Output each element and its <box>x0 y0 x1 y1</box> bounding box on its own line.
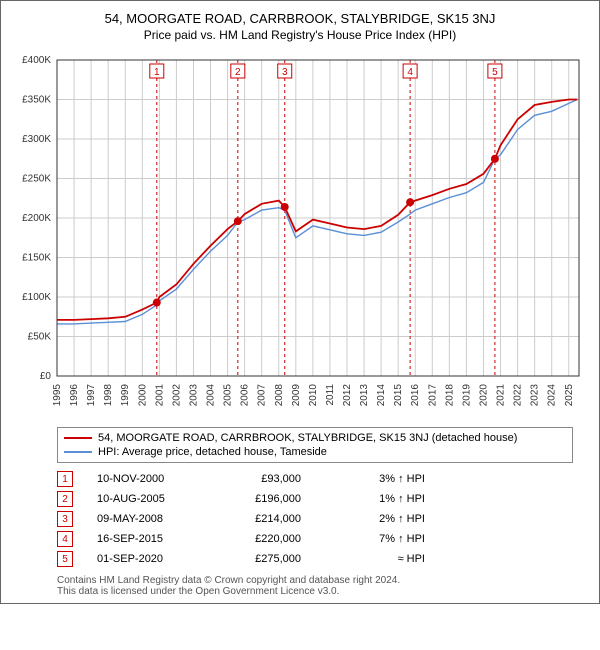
svg-text:£350K: £350K <box>22 95 51 106</box>
event-price: £196,000 <box>221 493 301 505</box>
event-diff: 1% ↑ HPI <box>325 493 425 505</box>
svg-text:1997: 1997 <box>86 384 97 407</box>
svg-text:2: 2 <box>235 67 241 78</box>
svg-text:2001: 2001 <box>154 384 165 407</box>
svg-text:2004: 2004 <box>206 384 217 407</box>
line-chart-svg: £0 £50K £100K £150K £200K £250K £300K £350K £400… <box>7 52 593 412</box>
event-row: 4 16-SEP-2015 £220,000 7% ↑ HPI <box>57 529 573 549</box>
event-price: £93,000 <box>221 473 301 485</box>
svg-text:£50K: £50K <box>28 332 52 343</box>
chart-title: 54, MOORGATE ROAD, CARRBROOK, STALYBRIDG… <box>7 11 593 26</box>
svg-text:2009: 2009 <box>291 384 302 407</box>
svg-text:2010: 2010 <box>308 384 319 407</box>
svg-text:2022: 2022 <box>513 384 524 407</box>
event-number: 1 <box>57 471 73 487</box>
svg-text:2007: 2007 <box>257 384 268 407</box>
event-row: 3 09-MAY-2008 £214,000 2% ↑ HPI <box>57 509 573 529</box>
event-number: 3 <box>57 511 73 527</box>
event-date: 16-SEP-2015 <box>97 533 197 545</box>
svg-text:2018: 2018 <box>444 384 455 407</box>
svg-text:2002: 2002 <box>171 384 182 407</box>
svg-text:2003: 2003 <box>188 384 199 407</box>
svg-text:£100K: £100K <box>22 292 51 303</box>
svg-text:2014: 2014 <box>376 384 387 407</box>
event-number: 5 <box>57 551 73 567</box>
event-diff: 2% ↑ HPI <box>325 513 425 525</box>
chart-area: £0 £50K £100K £150K £200K £250K £300K £350K £400… <box>7 52 593 417</box>
event-diff: 3% ↑ HPI <box>325 473 425 485</box>
svg-text:£200K: £200K <box>22 213 51 224</box>
events-table: 1 10-NOV-2000 £93,000 3% ↑ HPI 2 10-AUG-2005 £… <box>57 469 573 569</box>
event-price: £220,000 <box>221 533 301 545</box>
svg-text:1: 1 <box>154 67 160 78</box>
event-price: £214,000 <box>221 513 301 525</box>
legend-item: HPI: Average price, detached house, Tame… <box>64 445 566 459</box>
event-diff: ≈ HPI <box>325 553 425 565</box>
svg-text:2006: 2006 <box>240 384 251 407</box>
legend-item: 54, MOORGATE ROAD, CARRBROOK, STALYBRIDG… <box>64 431 566 445</box>
svg-text:2000: 2000 <box>137 384 148 407</box>
event-diff: 7% ↑ HPI <box>325 533 425 545</box>
legend-label: 54, MOORGATE ROAD, CARRBROOK, STALYBRIDG… <box>98 432 517 444</box>
svg-text:4: 4 <box>407 67 413 78</box>
svg-text:2012: 2012 <box>342 384 353 407</box>
svg-text:2025: 2025 <box>564 384 575 407</box>
event-date: 09-MAY-2008 <box>97 513 197 525</box>
svg-text:£250K: £250K <box>22 174 51 185</box>
chart-subtitle: Price paid vs. HM Land Registry's House … <box>7 28 593 42</box>
svg-text:£0: £0 <box>40 371 52 382</box>
svg-text:£150K: £150K <box>22 253 51 264</box>
svg-text:1995: 1995 <box>52 384 63 407</box>
svg-text:1998: 1998 <box>103 384 114 407</box>
legend: 54, MOORGATE ROAD, CARRBROOK, STALYBRIDG… <box>57 427 573 463</box>
svg-text:2021: 2021 <box>496 384 507 407</box>
event-row: 1 10-NOV-2000 £93,000 3% ↑ HPI <box>57 469 573 489</box>
svg-text:2011: 2011 <box>325 384 336 406</box>
chart-container: 54, MOORGATE ROAD, CARRBROOK, STALYBRIDG… <box>0 0 600 604</box>
svg-text:2016: 2016 <box>410 384 421 407</box>
event-date: 10-NOV-2000 <box>97 473 197 485</box>
svg-text:1999: 1999 <box>120 384 131 407</box>
event-number: 4 <box>57 531 73 547</box>
event-row: 5 01-SEP-2020 £275,000 ≈ HPI <box>57 549 573 569</box>
svg-text:2008: 2008 <box>274 384 285 407</box>
event-date: 10-AUG-2005 <box>97 493 197 505</box>
svg-text:1996: 1996 <box>69 384 80 407</box>
svg-text:2013: 2013 <box>359 384 370 407</box>
svg-text:2017: 2017 <box>427 384 438 407</box>
svg-text:2023: 2023 <box>530 384 541 407</box>
legend-swatch <box>64 437 92 439</box>
svg-text:5: 5 <box>492 67 498 78</box>
event-row: 2 10-AUG-2005 £196,000 1% ↑ HPI <box>57 489 573 509</box>
event-number: 2 <box>57 491 73 507</box>
svg-text:£300K: £300K <box>22 134 51 145</box>
event-date: 01-SEP-2020 <box>97 553 197 565</box>
svg-text:2005: 2005 <box>223 384 234 407</box>
event-price: £275,000 <box>221 553 301 565</box>
svg-text:2019: 2019 <box>461 384 472 407</box>
footer-line-1: Contains HM Land Registry data © Crown c… <box>57 575 573 586</box>
svg-text:3: 3 <box>282 67 288 78</box>
svg-text:2020: 2020 <box>478 384 489 407</box>
svg-text:2015: 2015 <box>393 384 404 407</box>
footer-line-2: This data is licensed under the Open Gov… <box>57 586 573 597</box>
svg-text:2024: 2024 <box>547 384 558 407</box>
footer: Contains HM Land Registry data © Crown c… <box>57 575 573 597</box>
legend-label: HPI: Average price, detached house, Tame… <box>98 446 327 458</box>
svg-text:£400K: £400K <box>22 55 51 66</box>
legend-swatch <box>64 451 92 453</box>
